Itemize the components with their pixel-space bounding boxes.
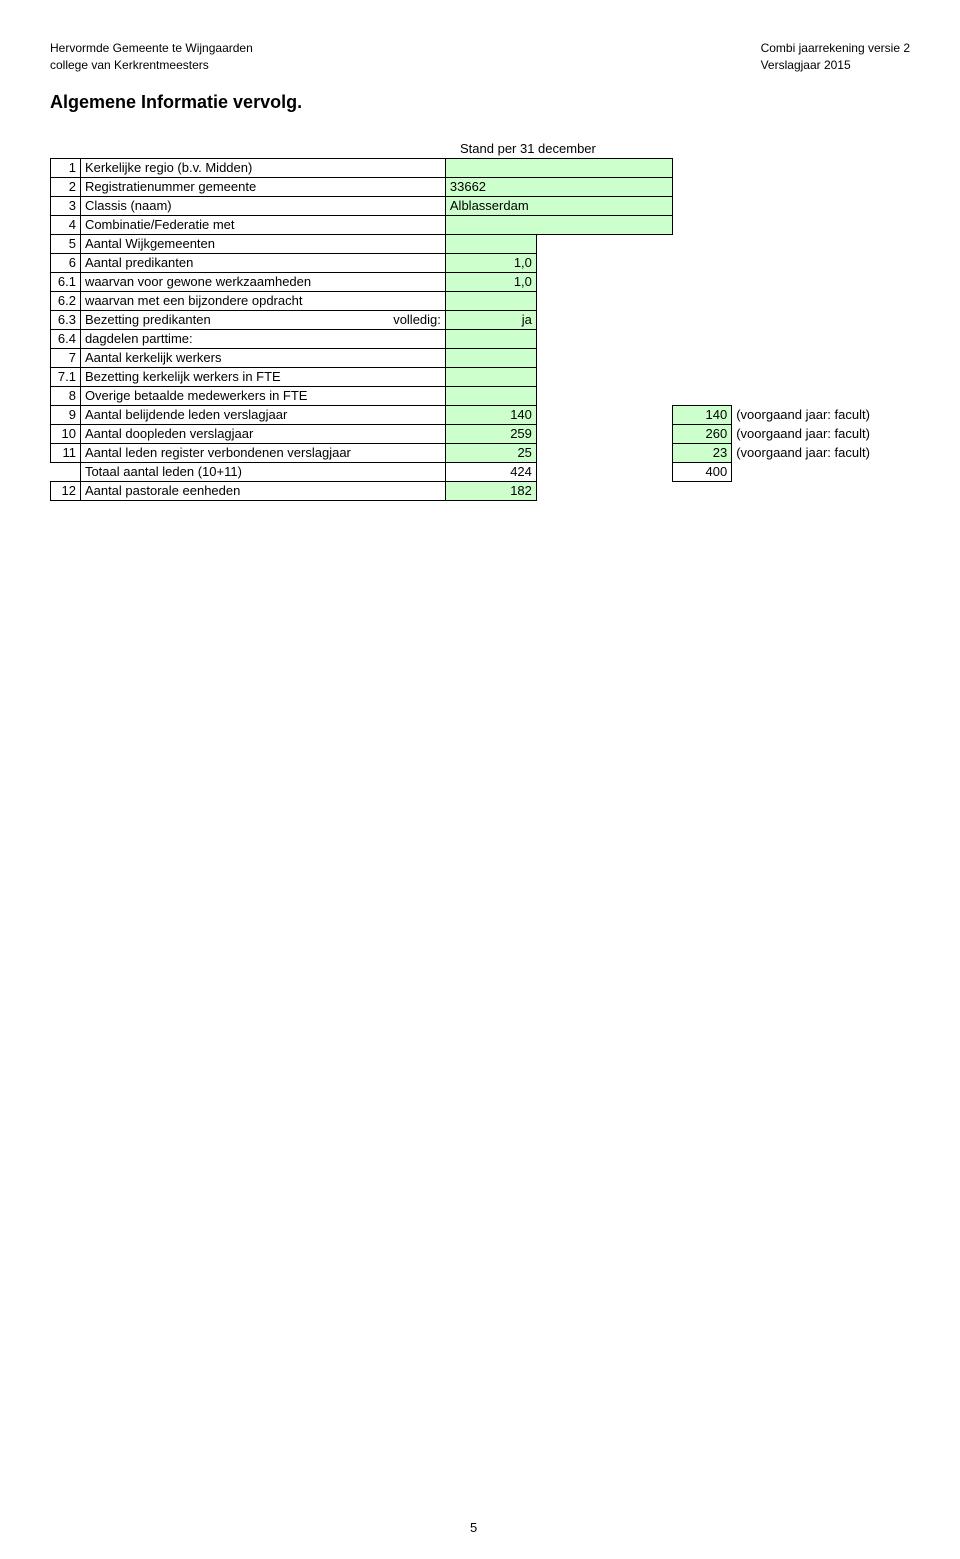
row-num: 3 xyxy=(51,196,81,215)
row-val xyxy=(445,215,672,234)
row-num: 10 xyxy=(51,424,81,443)
header-left-line2: college van Kerkrentmeesters xyxy=(50,57,253,74)
row-num: 6.3 xyxy=(51,310,81,329)
row-val xyxy=(445,367,536,386)
row-num: 6.2 xyxy=(51,291,81,310)
header-right-line1: Combi jaarrekening versie 2 xyxy=(761,40,910,57)
table-row: 6 Aantal predikanten 1,0 xyxy=(51,253,910,272)
row-num: 6 xyxy=(51,253,81,272)
row-desc: Aantal Wijkgemeenten xyxy=(80,234,445,253)
table-row: 6.1 waarvan voor gewone werkzaamheden 1,… xyxy=(51,272,910,291)
row-desc: waarvan met een bijzondere opdracht xyxy=(80,291,445,310)
row-annot: (voorgaand jaar: facult) xyxy=(732,424,910,443)
row-desc-right: volledig: xyxy=(393,312,441,327)
table-row: 4 Combinatie/Federatie met xyxy=(51,215,910,234)
row-ext: 140 xyxy=(672,405,731,424)
row-val: 1,0 xyxy=(445,253,536,272)
row-num: 4 xyxy=(51,215,81,234)
page-title: Algemene Informatie vervolg. xyxy=(50,92,910,113)
header-right-line2: Verslagjaar 2015 xyxy=(761,57,910,74)
row-desc: Aantal predikanten xyxy=(80,253,445,272)
page-header: Hervormde Gemeente te Wijngaarden colleg… xyxy=(50,40,910,74)
table-row: 10 Aantal doopleden verslagjaar 259 260 … xyxy=(51,424,910,443)
table-row: 7 Aantal kerkelijk werkers xyxy=(51,348,910,367)
table-row: 3 Classis (naam) Alblasserdam xyxy=(51,196,910,215)
row-desc: Registratienummer gemeente xyxy=(80,177,445,196)
row-val: 33662 xyxy=(445,177,672,196)
table-row: 11 Aantal leden register verbondenen ver… xyxy=(51,443,910,462)
row-annot xyxy=(732,462,910,481)
row-num: 6.1 xyxy=(51,272,81,291)
row-desc: dagdelen parttime: xyxy=(80,329,445,348)
row-num: 7 xyxy=(51,348,81,367)
row-desc: Totaal aantal leden (10+11) xyxy=(80,462,445,481)
table-row: Totaal aantal leden (10+11) 424 400 xyxy=(51,462,910,481)
row-val: 140 xyxy=(445,405,536,424)
row-val xyxy=(445,329,536,348)
table-row: 7.1 Bezetting kerkelijk werkers in FTE xyxy=(51,367,910,386)
row-desc: Kerkelijke regio (b.v. Midden) xyxy=(80,158,445,177)
row-val: ja xyxy=(445,310,536,329)
row-val xyxy=(445,386,536,405)
row-desc: waarvan voor gewone werkzaamheden xyxy=(80,272,445,291)
row-num: 8 xyxy=(51,386,81,405)
row-val xyxy=(445,234,536,253)
row-num: 6.4 xyxy=(51,329,81,348)
row-desc: Aantal kerkelijk werkers xyxy=(80,348,445,367)
row-val: 424 xyxy=(445,462,536,481)
row-num: 11 xyxy=(51,443,81,462)
row-val: Alblasserdam xyxy=(445,196,672,215)
row-desc: Overige betaalde medewerkers in FTE xyxy=(80,386,445,405)
row-num: 9 xyxy=(51,405,81,424)
row-desc: Aantal pastorale eenheden xyxy=(80,481,445,500)
row-annot: (voorgaand jaar: facult) xyxy=(732,405,910,424)
row-val xyxy=(445,348,536,367)
row-desc: Classis (naam) xyxy=(80,196,445,215)
table-row: 1 Kerkelijke regio (b.v. Midden) xyxy=(51,158,910,177)
row-val: 25 xyxy=(445,443,536,462)
row-desc: Bezetting kerkelijk werkers in FTE xyxy=(80,367,445,386)
row-num: 12 xyxy=(51,481,81,500)
row-val xyxy=(445,291,536,310)
row-desc: Aantal belijdende leden verslagjaar xyxy=(80,405,445,424)
row-annot: (voorgaand jaar: facult) xyxy=(732,443,910,462)
table-row: 9 Aantal belijdende leden verslagjaar 14… xyxy=(51,405,910,424)
row-num: 1 xyxy=(51,158,81,177)
table-row: 2 Registratienummer gemeente 33662 xyxy=(51,177,910,196)
row-val: 1,0 xyxy=(445,272,536,291)
row-desc-left: Bezetting predikanten xyxy=(85,312,211,327)
row-val xyxy=(445,158,672,177)
row-num xyxy=(51,462,81,481)
header-left: Hervormde Gemeente te Wijngaarden colleg… xyxy=(50,40,253,74)
table-row: 6.4 dagdelen parttime: xyxy=(51,329,910,348)
info-table: 1 Kerkelijke regio (b.v. Midden) 2 Regis… xyxy=(50,158,910,501)
row-desc: Aantal doopleden verslagjaar xyxy=(80,424,445,443)
row-num: 7.1 xyxy=(51,367,81,386)
row-desc: Bezetting predikanten volledig: xyxy=(80,310,445,329)
stand-per-label: Stand per 31 december xyxy=(460,141,910,156)
header-right: Combi jaarrekening versie 2 Verslagjaar … xyxy=(761,40,910,74)
row-desc: Combinatie/Federatie met xyxy=(80,215,445,234)
table-row: 8 Overige betaalde medewerkers in FTE xyxy=(51,386,910,405)
header-left-line1: Hervormde Gemeente te Wijngaarden xyxy=(50,40,253,57)
table-row: 12 Aantal pastorale eenheden 182 xyxy=(51,481,910,500)
row-desc: Aantal leden register verbondenen versla… xyxy=(80,443,445,462)
row-ext: 260 xyxy=(672,424,731,443)
row-ext: 400 xyxy=(672,462,731,481)
row-num: 2 xyxy=(51,177,81,196)
table-row: 6.3 Bezetting predikanten volledig: ja xyxy=(51,310,910,329)
row-val: 182 xyxy=(445,481,536,500)
table-row: 6.2 waarvan met een bijzondere opdracht xyxy=(51,291,910,310)
table-row: 5 Aantal Wijkgemeenten xyxy=(51,234,910,253)
row-val: 259 xyxy=(445,424,536,443)
row-ext: 23 xyxy=(672,443,731,462)
page-number: 5 xyxy=(470,1520,477,1535)
row-num: 5 xyxy=(51,234,81,253)
